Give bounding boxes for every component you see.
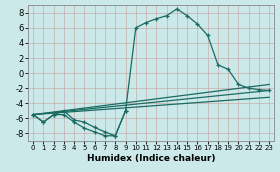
X-axis label: Humidex (Indice chaleur): Humidex (Indice chaleur): [87, 154, 215, 163]
